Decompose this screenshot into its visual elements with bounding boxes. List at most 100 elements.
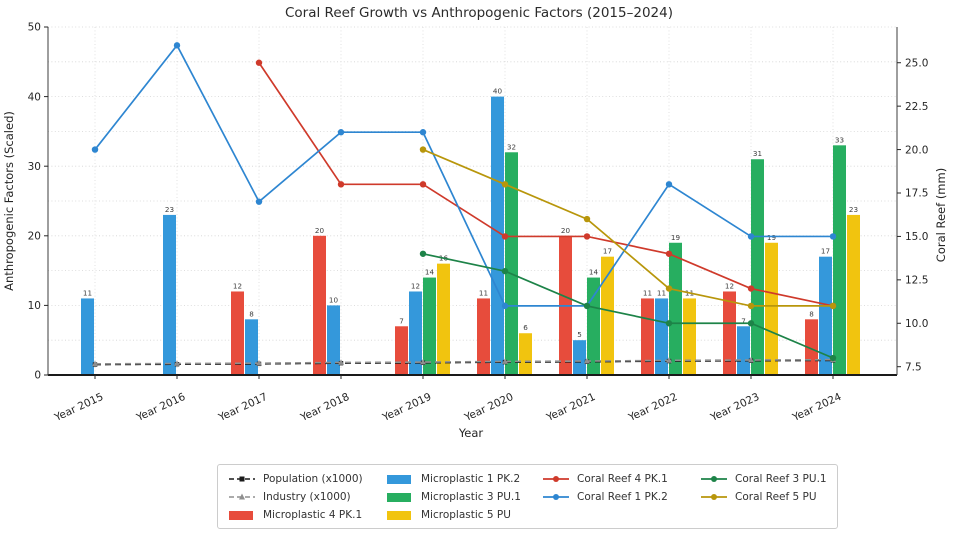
bar-value-label: 12 (725, 281, 734, 290)
dash-square-swatch-icon (229, 476, 255, 481)
legend-label: Microplastic 3 PU.1 (421, 490, 521, 503)
circle-marker (665, 320, 673, 327)
bar-value-label: 11 (657, 288, 666, 297)
bar (669, 242, 682, 375)
bar-value-label: 8 (249, 309, 254, 318)
bar-value-label: 7 (399, 316, 404, 325)
bar (395, 326, 408, 375)
triangle-marker (420, 358, 426, 365)
bar-value-label: 11 (643, 288, 652, 297)
bar (723, 291, 736, 375)
line-series (419, 250, 837, 362)
right-tick-label: 25.0 (905, 57, 928, 69)
bar (765, 242, 778, 375)
line (422, 252, 834, 359)
circle-marker (665, 285, 673, 292)
x-tick-label: Year 2021 (544, 391, 597, 424)
line (94, 43, 833, 307)
x-tick-label: Year 2020 (462, 391, 515, 424)
bar (423, 277, 436, 375)
circle-marker (583, 215, 591, 223)
circle-marker (747, 233, 755, 240)
triangle-marker (748, 356, 754, 363)
line-dot-swatch-icon (543, 475, 569, 482)
swatch-rect (387, 492, 411, 502)
left-tick-label: 30 (28, 161, 41, 173)
bar (437, 263, 450, 375)
bar-value-label: 33 (835, 135, 844, 144)
circle-marker (173, 42, 181, 49)
circle-marker (665, 181, 673, 188)
circle-marker (501, 302, 509, 310)
bars (81, 96, 860, 375)
bar-value-label: 17 (603, 247, 612, 256)
circle-marker (91, 146, 99, 153)
legend-item-coral-reef-4-pk-1: Coral Reef 4 PK.1 (542, 470, 692, 487)
swatch-rect (387, 474, 411, 484)
bar-value-label: 11 (83, 288, 92, 297)
bar-value-label: 8 (809, 309, 814, 318)
right-tick-label: 17.5 (905, 188, 928, 200)
bar-value-label: 19 (671, 233, 681, 242)
line-dot-swatch-icon (701, 493, 727, 500)
swatch-triangle (239, 493, 245, 499)
bar-value-label: 23 (849, 205, 858, 214)
legend-item-coral-reef-5-pu: Coral Reef 5 PU (700, 488, 827, 505)
bar (573, 340, 586, 375)
swatch-dot (711, 493, 717, 500)
right-axis-label: Coral Reef (mm) (934, 168, 948, 262)
bar-value-label: 7 (741, 316, 746, 325)
bar (833, 145, 846, 375)
bar-value-label: 40 (493, 87, 503, 96)
bar (519, 333, 532, 375)
x-tick-label: Year 2018 (298, 391, 351, 424)
circle-marker (829, 233, 837, 240)
bar (683, 298, 696, 375)
right-tick-label: 20.0 (905, 144, 928, 156)
bar (313, 235, 326, 375)
circle-marker (419, 250, 427, 257)
legend-item-microplastic-1-pk-2: Microplastic 1 PK.2 (386, 470, 534, 487)
left-tick-label: 40 (28, 91, 41, 103)
x-tick-label: Year 2016 (134, 391, 188, 425)
bar (601, 256, 614, 375)
bar (409, 291, 422, 375)
legend-label: Coral Reef 3 PU.1 (735, 472, 827, 485)
bar (505, 152, 518, 375)
bar-value-label: 12 (233, 281, 242, 290)
bar-value-labels: 12 20 7 11 20 11 12 8 11 23 8 10 12 40 5 11 7 17 14 32 14 19 3… (83, 87, 858, 340)
legend-item-microplastic-4-pk-1: Microplastic 4 PK.1 (228, 506, 378, 523)
left-axis-label: Anthropogenic Factors (Scaled) (2, 111, 16, 291)
bar (477, 298, 490, 375)
dash-triangle-swatch-icon (229, 493, 255, 499)
swatch-dot (553, 475, 559, 482)
bar-value-label: 11 (479, 288, 488, 297)
circle-marker (665, 250, 673, 257)
bar (491, 96, 504, 375)
bar (81, 298, 94, 375)
right-tick-label: 10.0 (905, 318, 928, 330)
line-dot-swatch-icon (701, 475, 727, 482)
rect-swatch-icon (229, 510, 253, 520)
bar (231, 291, 244, 375)
circle-marker (747, 320, 755, 327)
legend-item-microplastic-5-pu: Microplastic 5 PU (386, 506, 534, 523)
triangle-marker (338, 359, 344, 365)
circle-marker (829, 302, 837, 310)
circle-marker (501, 233, 509, 240)
circle-marker (583, 302, 591, 310)
circle-marker (829, 354, 837, 362)
swatch-dot (553, 493, 559, 500)
triangle-marker (256, 359, 262, 366)
right-tick-label: 22.5 (905, 101, 928, 113)
right-tick-label: 15.0 (905, 231, 928, 243)
rect-swatch-icon (387, 492, 411, 502)
bar (655, 298, 668, 375)
legend-item-industry-x1000-: Industry (x1000) (228, 488, 378, 505)
right-tick-label: 12.5 (905, 275, 928, 287)
bar-value-label: 5 (577, 330, 582, 339)
legend: Population (x1000) Industry (x1000) Microp… (217, 464, 838, 529)
rect-swatch-icon (387, 510, 411, 520)
line-dot-swatch-icon (543, 493, 569, 500)
circle-marker (337, 129, 345, 136)
